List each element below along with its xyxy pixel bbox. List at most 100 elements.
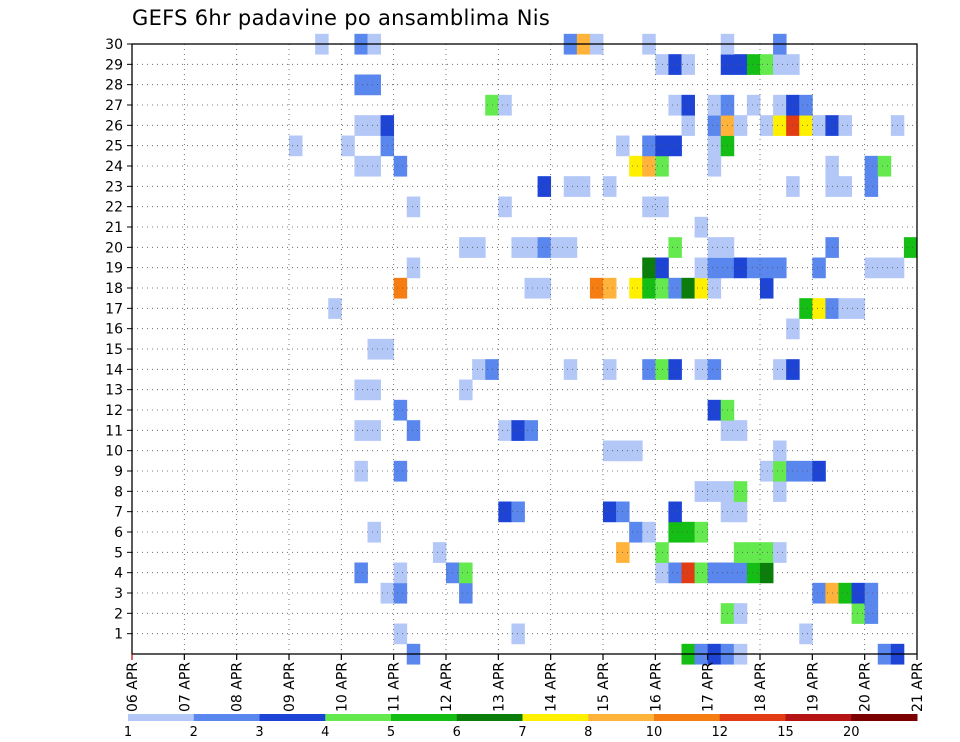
x-tick-label: 10 APR — [334, 662, 350, 712]
heatmap-cell-m25-s40 — [642, 135, 656, 157]
heatmap-cell-m26-s50 — [773, 115, 787, 136]
heatmap-cell-m18-s42 — [668, 277, 682, 299]
legend-label: 10 — [646, 725, 663, 740]
heatmap-cell-m18-s37 — [603, 277, 617, 299]
heatmap-cell-m11-s47 — [733, 420, 748, 441]
heatmap-cell-m17-s52 — [799, 298, 813, 319]
y-tick-label: 17 — [105, 301, 123, 317]
heatmap-cell-m20-s27 — [472, 237, 486, 258]
heatmap-cell-m21-s44 — [694, 216, 709, 238]
heatmap-cell-m19-s57 — [864, 257, 879, 279]
heatmap-cell-m1-s52 — [799, 623, 813, 645]
heatmap-cell-m6-s39 — [629, 521, 643, 543]
x-tick-label: 21 APR — [910, 662, 926, 712]
heatmap-cell-m26-s49 — [760, 115, 774, 136]
y-tick-label: 4 — [114, 566, 123, 582]
heatmap-cell-m19-s49 — [760, 257, 774, 279]
heatmap-cell-m13-s19 — [367, 379, 381, 401]
heatmap-cell-m18-s39 — [629, 277, 643, 299]
heatmap-cell-m14-s34 — [563, 359, 578, 380]
heatmap-cell-m24-s21 — [393, 155, 408, 177]
heatmap-cell-m4-s44 — [694, 562, 709, 584]
y-tick-label: 26 — [105, 118, 123, 134]
y-tick-label: 22 — [105, 200, 123, 216]
y-tick-label: 16 — [105, 322, 123, 338]
y-tick-label: 10 — [105, 444, 123, 460]
heatmap-cell-m4-s26 — [459, 562, 473, 584]
heatmap-cell-m19-s22 — [406, 257, 421, 279]
heatmap-cell-m4-s47 — [733, 562, 748, 584]
heatmap-cell-m13-s26 — [459, 379, 473, 401]
heatmap-cell-m24-s19 — [367, 155, 381, 177]
legend-label: 3 — [255, 725, 263, 740]
heatmap-cell-m24-s57 — [864, 155, 879, 177]
heatmap-cell-m29-s48 — [746, 54, 761, 75]
heatmap-cell-m2-s57 — [864, 603, 879, 624]
x-tick-label: 06 APR — [125, 662, 141, 712]
legend-swatch — [522, 714, 589, 721]
heatmap-cell-m19-s53 — [812, 257, 826, 279]
heatmap-cell-m7-s30 — [511, 501, 525, 523]
heatmap-cell-m17-s16 — [328, 298, 342, 319]
heatmap-cell-m25-s45 — [707, 135, 722, 157]
heatmap-cell-m6-s44 — [694, 521, 709, 543]
heatmap-cell-m11-s18 — [354, 420, 368, 441]
heatmap-cell-m26-s52 — [799, 115, 813, 136]
x-tick-label: 18 APR — [753, 662, 769, 712]
y-tick-label: 8 — [114, 484, 123, 500]
heatmap-cell-m18-s43 — [681, 277, 695, 299]
heatmap-cell-m5-s47 — [733, 542, 748, 563]
heatmap-cell-m4-s43 — [681, 562, 695, 584]
heatmap-cell-m14-s40 — [642, 359, 656, 380]
heatmap-cell-m24-s39 — [629, 155, 643, 177]
y-tick-label: 28 — [105, 78, 123, 94]
legend-label: 7 — [518, 725, 526, 740]
heatmap-cell-m17-s53 — [812, 298, 826, 319]
legend-label: 20 — [843, 725, 860, 740]
x-tick-label: 15 APR — [596, 662, 612, 712]
heatmap-cell-m20-s45 — [707, 237, 722, 258]
heatmap-cell-m19-s45 — [707, 257, 722, 279]
legend-swatch — [785, 714, 852, 721]
heatmap-cell-m14-s37 — [603, 359, 617, 380]
heatmap-cell-m26-s43 — [681, 115, 695, 136]
heatmap-cell-m6-s19 — [367, 521, 381, 543]
heatmap-cell-m6-s40 — [642, 521, 656, 543]
heatmap-cell-m19-s44 — [694, 257, 709, 279]
heatmap-cell-m11-s22 — [406, 420, 421, 441]
heatmap-cell-m4-s21 — [393, 562, 408, 584]
legend-swatch — [128, 714, 195, 721]
heatmap-cell-m3-s57 — [864, 582, 879, 604]
heatmap-cell-m23-s34 — [563, 176, 578, 197]
legend-label: 2 — [190, 725, 198, 740]
heatmap-cell-m27-s42 — [668, 94, 682, 116]
heatmap-cell-m15-s19 — [367, 338, 381, 360]
heatmap-cell-m29-s49 — [760, 54, 774, 75]
heatmap-cell-m23-s57 — [864, 176, 879, 197]
heatmap-cell-m26-s45 — [707, 115, 722, 136]
x-tick-label: 07 APR — [177, 662, 193, 712]
heatmap-cell-m18-s40 — [642, 277, 656, 299]
heatmap-cell-m3-s21 — [393, 582, 408, 604]
heatmap-cell-m28-s19 — [367, 74, 381, 96]
heatmap-cell-m17-s55 — [838, 298, 852, 319]
x-tick-label: 13 APR — [491, 662, 507, 712]
heatmap-cell-m2-s56 — [851, 603, 866, 624]
heatmap-cell-m4-s49 — [760, 562, 774, 584]
heatmap-cell-m23-s55 — [838, 176, 852, 197]
legend-swatch — [325, 714, 392, 721]
y-tick-label: 3 — [114, 586, 123, 602]
heatmap-cell-m18-s31 — [524, 277, 538, 299]
heatmap-cell-m9-s53 — [812, 460, 826, 482]
heatmap-cell-m10-s39 — [629, 440, 643, 462]
x-axis: 06 APR 07 APR 08 APR 09 APR 10 APR 11 APR 12 A… — [125, 654, 926, 712]
heatmap-cell-m25-s42 — [668, 135, 682, 157]
heatmap-cell-m11-s29 — [498, 420, 512, 441]
y-tick-label: 30 — [105, 37, 123, 53]
heatmap-cell-m19-s40 — [642, 257, 656, 279]
y-tick-label: 12 — [105, 403, 123, 419]
heatmap-cell-m14-s42 — [668, 359, 682, 380]
x-tick-label: 16 APR — [648, 662, 664, 712]
heatmap-cell-m22-s40 — [642, 196, 656, 218]
